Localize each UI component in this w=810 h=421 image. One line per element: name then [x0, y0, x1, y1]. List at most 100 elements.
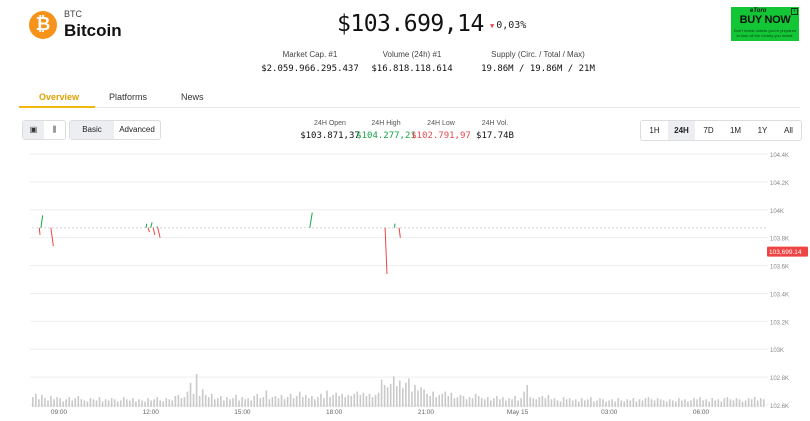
price-change-percent: 0,03%: [496, 20, 527, 31]
volume-bar: [756, 400, 759, 407]
volume-bar: [435, 397, 437, 407]
line-chart-icon[interactable]: ▣: [23, 121, 44, 139]
volume-bar: [50, 396, 52, 407]
volume-bar: [201, 389, 204, 407]
price-chart[interactable]: 104.4K 104.2K 104K 103.8K 103.6K 103.4K 103.2K…: [0, 150, 810, 421]
volume-bar: [101, 401, 104, 407]
volume-bar: [110, 398, 113, 407]
ad-buy-now[interactable]: BUY NOW: [739, 14, 791, 26]
basic-mode-button[interactable]: Basic: [70, 121, 114, 139]
advanced-mode-button[interactable]: Advanced: [119, 125, 155, 134]
volume-bar: [386, 387, 389, 407]
volume-bar: [738, 399, 741, 407]
volume-bar: [213, 399, 216, 407]
volume-bar: [714, 400, 717, 407]
section-tabs: Overview Platforms News: [19, 86, 800, 108]
volume-bar: [462, 396, 465, 407]
volume-bar: [523, 391, 525, 407]
volume-bar: [474, 393, 477, 407]
range-7d[interactable]: 7D: [703, 126, 714, 135]
volume-bar: [662, 400, 665, 407]
range-24h[interactable]: 24H: [668, 121, 695, 140]
volume-bar: [553, 398, 556, 407]
y-tick-label: 103.6K: [770, 265, 789, 271]
volume-bar: [541, 396, 544, 407]
volume-bar: [547, 394, 550, 407]
volume-bar: [138, 399, 140, 407]
volume-bar: [744, 400, 747, 407]
price-line-down: [384, 227, 388, 274]
etoro-ad-banner[interactable]: eToro BUY NOW Don't invest unless you're…: [731, 7, 799, 41]
volume-bar: [89, 398, 92, 407]
volume-bar: [483, 399, 486, 407]
volume-bar: [456, 397, 459, 407]
volume-bar: [432, 391, 434, 407]
volume-bar: [496, 396, 498, 407]
volume-bar: [723, 398, 726, 407]
volume-bar: [414, 385, 416, 407]
tab-news[interactable]: News: [181, 92, 204, 102]
volume-bar: [580, 398, 583, 407]
volume-bar: [53, 399, 55, 407]
volume-bar: [659, 399, 662, 407]
volume-bar: [623, 401, 626, 407]
range-1m[interactable]: 1M: [729, 126, 742, 135]
volume-bar: [83, 400, 86, 407]
volume-bar: [665, 401, 668, 407]
volume-bar: [292, 398, 295, 407]
range-1h[interactable]: 1H: [649, 126, 660, 135]
volume-bar: [365, 396, 368, 407]
volume-bar: [371, 397, 374, 407]
volume-bar: [753, 397, 756, 407]
candlestick-icon[interactable]: ⫼: [52, 125, 57, 134]
tab-overview[interactable]: Overview: [39, 92, 80, 102]
high-24h-label: 24H High: [371, 120, 401, 127]
market-cap-value: $2.059.966.295.437: [261, 64, 359, 74]
tab-platforms[interactable]: Platforms: [109, 92, 148, 102]
volume-bar: [720, 401, 723, 407]
range-all[interactable]: All: [784, 126, 793, 135]
volume-bar: [308, 398, 310, 407]
volume-bar: [126, 399, 128, 407]
range-1y[interactable]: 1Y: [757, 126, 768, 135]
volume-bar: [280, 394, 283, 407]
volume-bar: [626, 399, 629, 407]
volume-bar: [605, 401, 607, 407]
volume-bar: [362, 392, 365, 407]
volume-bar: [574, 399, 577, 407]
volume-bar: [735, 398, 738, 407]
volume-24h-value: $17.74B: [476, 131, 514, 141]
volume-bar: [489, 400, 492, 407]
volume-bar: [350, 396, 353, 407]
y-tick-label: 103.2K: [770, 320, 789, 326]
volume-bar: [183, 397, 186, 407]
volume-bar: [153, 399, 155, 407]
ad-info-icon[interactable]: i: [791, 8, 798, 15]
volume-bar: [98, 397, 101, 407]
volume-bar: [565, 399, 568, 407]
volume-bar: [711, 398, 714, 407]
volume-bar: [289, 393, 292, 407]
volume-bar: [162, 401, 165, 407]
x-tick-label: 09:00: [51, 409, 68, 416]
current-price-tag: [767, 246, 808, 257]
volume-bar: [326, 390, 328, 407]
coin-symbol: BTC: [64, 9, 82, 19]
volume-bar: [596, 400, 598, 407]
ad-brand: eToro: [750, 8, 767, 14]
volume-bar: [144, 401, 146, 407]
coin-name: Bitcoin: [64, 21, 122, 40]
open-24h-value: $103.871,37: [300, 131, 360, 141]
supply-stat: Supply (Circ. / Total / Max) 19.86M / 19…: [468, 50, 608, 74]
volume-bar: [593, 401, 595, 407]
price-line-down: [398, 227, 401, 238]
high-24h: 24H High $104.277,21: [356, 120, 416, 141]
volume-bar: [741, 401, 744, 407]
volume-bar: [92, 399, 95, 407]
volume-bar: [147, 398, 149, 407]
volume-bar: [241, 397, 243, 407]
volume-bar: [198, 396, 201, 407]
volume-bar: [459, 394, 462, 407]
y-tick-label: 104.4K: [770, 153, 789, 159]
volume-bar: [129, 400, 131, 407]
